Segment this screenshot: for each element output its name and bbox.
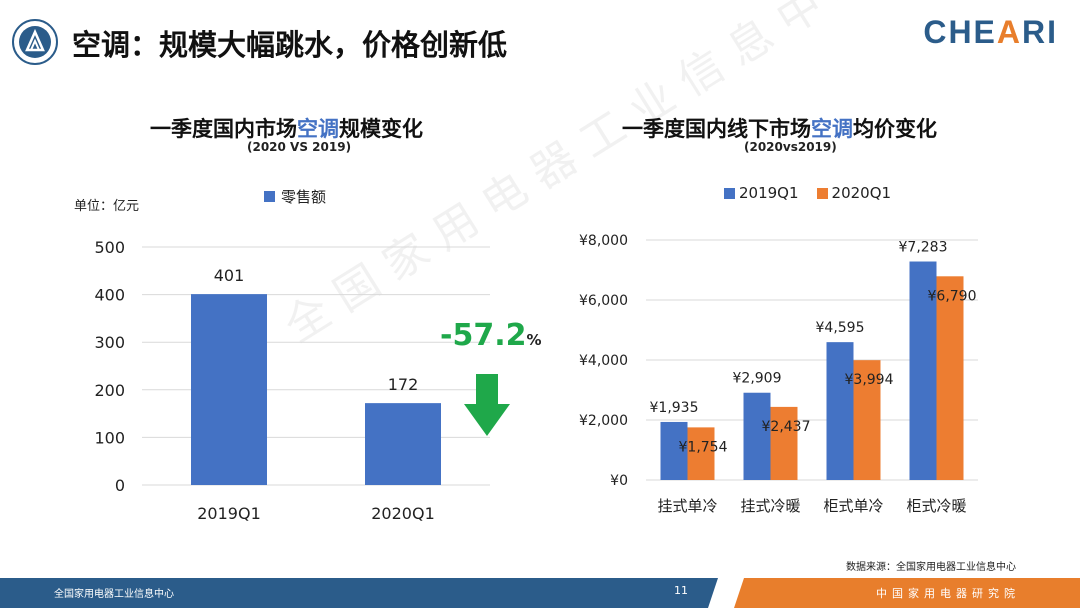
footer-institute-name: 中国家用电器研究院 (876, 587, 1020, 600)
x-tick-label: 柜式单冷 (823, 497, 883, 515)
down-arrow-icon (464, 374, 510, 436)
bar-2020 (936, 276, 964, 480)
right-chart-title-pre: 一季度国内线下市场 (622, 117, 811, 141)
y-tick-label: 500 (94, 238, 125, 257)
legend-label: 零售额 (281, 188, 327, 206)
footer-bar (0, 578, 1080, 608)
legend-swatch-blue (264, 191, 275, 202)
bar-2019 (743, 392, 771, 480)
y-tick-label: 200 (94, 381, 125, 400)
y-tick-label: ¥8,000 (579, 233, 628, 249)
bar (365, 403, 441, 485)
data-label-2019: ¥7,283 (899, 240, 948, 256)
left-chart-subtitle: (2020 VS 2019) (247, 140, 352, 154)
x-tick-label: 挂式单冷 (657, 497, 717, 515)
data-label-2020: ¥2,437 (762, 419, 811, 435)
right-chart-subtitle: (2020vs2019) (744, 140, 837, 154)
x-tick-label: 2020Q1 (371, 504, 435, 523)
change-percentage: -57.2% (440, 318, 542, 353)
footer-org-name: 全国家用电器工业信息中心 (54, 589, 174, 600)
institute-logo (12, 19, 58, 65)
change-unit: % (526, 331, 542, 349)
bar-2020 (853, 360, 881, 480)
brand-logo-left: CHE (923, 14, 997, 50)
y-tick-label: 100 (94, 428, 125, 447)
data-label: 172 (388, 375, 419, 394)
bar (191, 294, 267, 485)
x-tick-label: 挂式冷暖 (740, 497, 800, 515)
left-chart-title-post: 规模变化 (339, 117, 423, 141)
unit-label: 单位：亿元 (74, 199, 140, 214)
data-label: 401 (214, 266, 245, 285)
right-chart-legend: 2019Q1 2020Q1 (724, 184, 891, 202)
data-label-2019: ¥1,935 (650, 400, 699, 416)
source-note: 数据来源：全国家用电器工业信息中心 (846, 562, 1016, 573)
y-tick-label: ¥2,000 (579, 413, 628, 429)
bar-2019 (826, 342, 854, 480)
data-label-2020: ¥1,754 (679, 439, 728, 455)
x-tick-label: 柜式冷暖 (906, 497, 966, 515)
bar-2019 (909, 261, 937, 480)
bar-2019 (660, 421, 688, 480)
brand-logo: CHEARI (923, 14, 1058, 51)
bar-2020 (687, 427, 715, 480)
y-tick-label: ¥0 (610, 473, 628, 489)
legend-swatch-2019 (724, 187, 735, 199)
data-label-2019: ¥4,595 (816, 320, 865, 336)
change-value: -57.2 (440, 318, 527, 353)
page-title: 空调：规模大幅跳水，价格创新低 (72, 28, 508, 62)
right-chart-title: 一季度国内线下市场空调均价变化 (622, 113, 937, 143)
left-chart-title-highlight: 空调 (297, 117, 339, 141)
x-tick-label: 2019Q1 (197, 504, 261, 523)
y-tick-label: 400 (94, 286, 125, 305)
right-chart-title-post: 均价变化 (853, 117, 937, 141)
legend-label-2019: 2019Q1 (739, 184, 799, 202)
left-chart-legend: 零售额 (264, 186, 326, 207)
data-label-2019: ¥2,909 (733, 371, 782, 387)
brand-logo-right: RI (1022, 14, 1058, 50)
legend-label-2020: 2020Q1 (831, 184, 892, 202)
data-label-2020: ¥6,790 (928, 288, 977, 304)
bar-2020 (770, 406, 798, 480)
page-number: 11 (674, 584, 688, 597)
legend-swatch-2020 (816, 187, 828, 199)
y-tick-label: ¥6,000 (579, 293, 628, 309)
brand-logo-accent: A (996, 14, 1022, 50)
y-tick-label: 0 (115, 476, 125, 495)
data-label-2020: ¥3,994 (845, 372, 894, 388)
y-tick-label: ¥4,000 (579, 353, 628, 369)
left-chart-title: 一季度国内市场空调规模变化 (150, 113, 423, 143)
y-tick-label: 300 (94, 333, 125, 352)
right-chart-title-highlight: 空调 (811, 117, 853, 141)
left-chart-title-pre: 一季度国内市场 (150, 117, 297, 141)
